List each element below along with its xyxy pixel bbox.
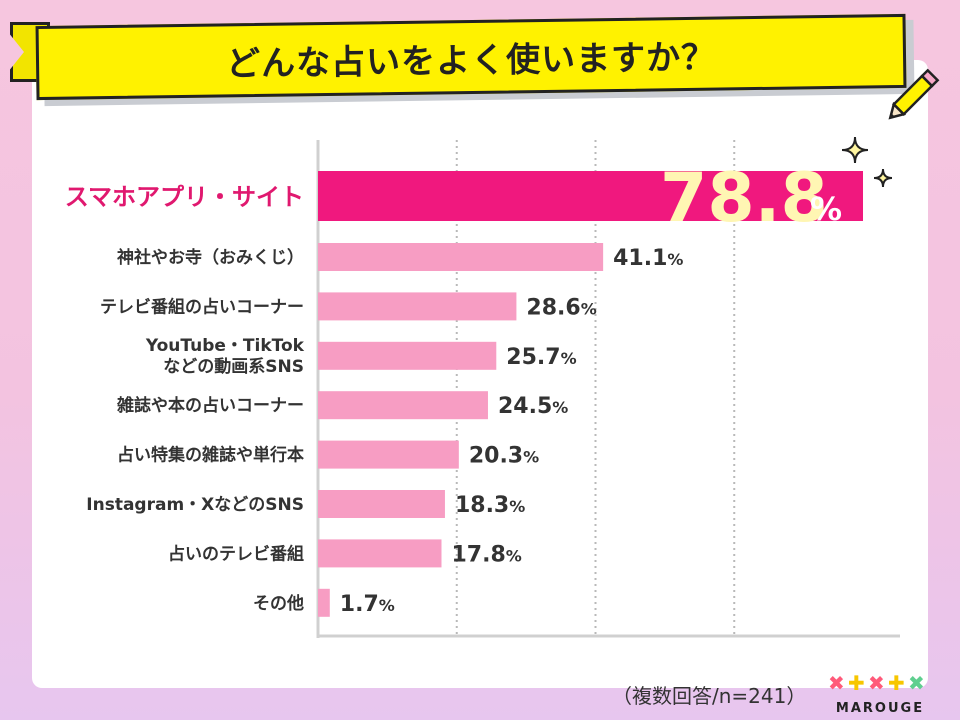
category-label: その他 xyxy=(253,593,304,614)
bar xyxy=(318,490,445,518)
bar xyxy=(318,341,497,370)
marouge-logo: ✖ ✚ ✖ ✚ ✖ MAROUGE xyxy=(828,671,925,716)
chart-card xyxy=(32,60,928,688)
value-label: 28.6% xyxy=(526,295,596,320)
bar xyxy=(318,539,442,568)
footnote: （複数回答/n=241） xyxy=(612,684,807,708)
svg-text:✚: ✚ xyxy=(888,671,905,695)
category-label: スマホアプリ・サイト xyxy=(65,183,304,211)
category-label: 神社やお寺（おみくじ） xyxy=(117,247,304,268)
bar xyxy=(318,440,459,469)
svg-text:✚: ✚ xyxy=(848,671,865,695)
svg-text:✖: ✖ xyxy=(828,671,845,695)
logo-text: MAROUGE xyxy=(836,701,924,716)
svg-text:✖: ✖ xyxy=(868,671,885,695)
bar xyxy=(318,292,517,321)
value-label: 1.7% xyxy=(340,592,395,617)
category-label: Instagram・XなどのSNS xyxy=(86,495,304,515)
value-label: 41.1% xyxy=(613,246,683,271)
pencil-icon xyxy=(888,68,940,120)
category-label: 占いのテレビ番組 xyxy=(168,543,304,564)
category-label: 雑誌や本の占いコーナー xyxy=(116,395,304,416)
bar xyxy=(318,171,863,221)
banner-ribbon-notch xyxy=(8,32,24,72)
sparkle-icon xyxy=(873,168,893,188)
value-label: 78.8 xyxy=(660,159,828,238)
sparkle-icon xyxy=(841,136,869,164)
value-label: 17.8% xyxy=(451,542,521,567)
category-label: 占い特集の雑誌や単行本 xyxy=(117,445,304,466)
category-label: テレビ番組の占いコーナー xyxy=(100,296,304,317)
bar xyxy=(318,391,488,420)
value-label: 20.3% xyxy=(469,444,539,469)
bar xyxy=(318,588,330,617)
value-label: 25.7% xyxy=(506,345,576,370)
bar xyxy=(318,243,604,271)
svg-text:✖: ✖ xyxy=(908,671,925,695)
value-unit: % xyxy=(810,190,842,228)
value-label: 18.3% xyxy=(455,493,525,518)
value-label: 24.5% xyxy=(498,394,568,419)
category-label: YouTube・TikTok などの動画系SNS xyxy=(145,336,305,377)
